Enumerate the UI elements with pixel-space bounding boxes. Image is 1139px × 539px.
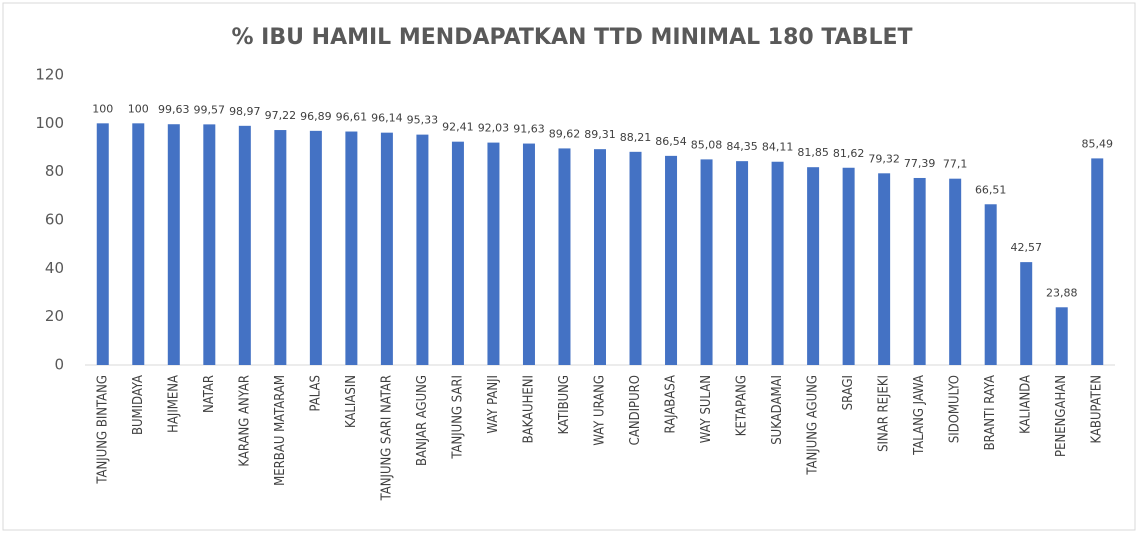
value-label: 91,63 bbox=[513, 123, 545, 136]
x-tick-label: NATAR bbox=[202, 375, 217, 413]
value-label: 98,97 bbox=[229, 105, 261, 118]
x-tick-label: KATIBUNG bbox=[557, 375, 572, 434]
x-tick-label: KARANG ANYAR bbox=[237, 375, 252, 467]
bar bbox=[842, 167, 855, 365]
y-tick-label: 20 bbox=[45, 307, 64, 325]
bar bbox=[487, 142, 500, 365]
value-label: 85,08 bbox=[691, 138, 723, 151]
x-tick-label: WAY SULAN bbox=[699, 375, 714, 443]
value-label: 95,33 bbox=[407, 114, 439, 127]
value-label: 42,57 bbox=[1010, 241, 1042, 254]
bar bbox=[1055, 307, 1068, 365]
x-tick-label: PALAS bbox=[308, 375, 323, 411]
value-label: 79,32 bbox=[868, 152, 900, 165]
y-tick-label: 80 bbox=[45, 162, 64, 180]
bar bbox=[522, 143, 535, 365]
value-label: 100 bbox=[92, 102, 113, 115]
bar bbox=[878, 173, 891, 365]
value-label: 96,89 bbox=[300, 110, 332, 123]
bar bbox=[736, 161, 749, 365]
bar bbox=[203, 124, 216, 365]
value-label: 81,85 bbox=[797, 146, 829, 159]
value-label: 99,57 bbox=[194, 103, 226, 116]
value-label: 89,62 bbox=[549, 127, 581, 140]
value-label: 77,39 bbox=[904, 157, 936, 170]
bar bbox=[167, 124, 180, 365]
value-label: 97,22 bbox=[265, 109, 297, 122]
bar bbox=[700, 159, 713, 365]
bar bbox=[345, 131, 358, 365]
x-tick-label: TALANG JAWA bbox=[912, 375, 927, 456]
x-tick-label: KALIANDA bbox=[1019, 375, 1034, 434]
bar bbox=[96, 123, 109, 365]
bar bbox=[1091, 158, 1104, 365]
value-label: 81,62 bbox=[833, 147, 865, 160]
value-label: 100 bbox=[128, 102, 149, 115]
bar bbox=[132, 123, 145, 365]
bar bbox=[416, 134, 429, 365]
value-label: 92,41 bbox=[442, 121, 474, 134]
chart-title: % IBU HAMIL MENDAPATKAN TTD MINIMAL 180 … bbox=[231, 25, 912, 50]
bar bbox=[451, 141, 464, 365]
x-tick-label: BUMIDAYA bbox=[131, 375, 146, 435]
x-tick-label: WAY PANJI bbox=[486, 375, 501, 434]
value-label: 77,1 bbox=[943, 158, 968, 171]
x-tick-label: RAJABASA bbox=[664, 375, 679, 434]
y-tick-label: 120 bbox=[35, 66, 64, 84]
bar bbox=[665, 155, 678, 365]
bar bbox=[913, 177, 926, 365]
x-tick-label: SUKADAMAI bbox=[770, 375, 785, 445]
x-tick-label: CANDIPURO bbox=[628, 375, 643, 445]
x-tick-label: PENENGAHAN bbox=[1054, 375, 1069, 457]
value-label: 84,35 bbox=[726, 140, 758, 153]
bar bbox=[274, 130, 287, 365]
x-tick-label: KETAPANG bbox=[735, 375, 750, 436]
bar bbox=[309, 130, 322, 365]
value-label: 96,14 bbox=[371, 112, 403, 125]
bar bbox=[949, 178, 962, 365]
value-label: 85,49 bbox=[1081, 137, 1113, 150]
x-tick-label: SIDOMULYO bbox=[948, 375, 963, 443]
x-tick-label: TANJUNG SARI NATAR bbox=[379, 375, 394, 501]
y-tick-label: 60 bbox=[45, 211, 64, 229]
x-tick-label: MERBAU MATARAM bbox=[273, 375, 288, 486]
bar bbox=[629, 151, 642, 365]
value-label: 89,31 bbox=[584, 128, 616, 141]
bar bbox=[594, 149, 606, 365]
bar bbox=[984, 204, 997, 365]
x-tick-label: BRANTI RAYA bbox=[983, 375, 998, 450]
x-tick-label: KABUPATEN bbox=[1090, 375, 1105, 444]
value-label: 23,88 bbox=[1046, 286, 1078, 299]
bar bbox=[558, 148, 571, 365]
value-label: 92,03 bbox=[478, 122, 510, 135]
x-tick-label: BANJAR AGUNG bbox=[415, 375, 430, 466]
x-tick-label: TANJUNG SARI bbox=[450, 375, 465, 460]
value-label: 84,11 bbox=[762, 141, 794, 154]
x-tick-label: HAJIMENA bbox=[166, 375, 181, 433]
x-tick-label: WAY URANG bbox=[593, 375, 608, 446]
bar bbox=[380, 132, 393, 365]
value-label: 66,51 bbox=[975, 183, 1007, 196]
value-label: 96,61 bbox=[336, 111, 368, 124]
x-tick-label: BAKAUHENI bbox=[521, 375, 536, 443]
y-tick-label: 40 bbox=[45, 259, 64, 277]
y-tick-label: 0 bbox=[54, 356, 64, 374]
x-tick-label: KALIASIN bbox=[344, 375, 359, 428]
y-tick-label: 100 bbox=[35, 114, 64, 132]
x-tick-label: TANJUNG AGUNG bbox=[806, 375, 821, 476]
bar bbox=[238, 125, 251, 365]
bar bbox=[771, 161, 784, 365]
value-label: 88,21 bbox=[620, 131, 652, 144]
bar bbox=[807, 167, 820, 365]
bar bbox=[1020, 262, 1033, 365]
x-tick-label: TANJUNG BINTANG bbox=[95, 375, 110, 485]
x-tick-label: SRAGI bbox=[841, 375, 856, 410]
value-label: 99,63 bbox=[158, 103, 190, 116]
value-label: 86,54 bbox=[655, 135, 687, 148]
x-tick-label: SINAR REJEKI bbox=[877, 375, 892, 452]
